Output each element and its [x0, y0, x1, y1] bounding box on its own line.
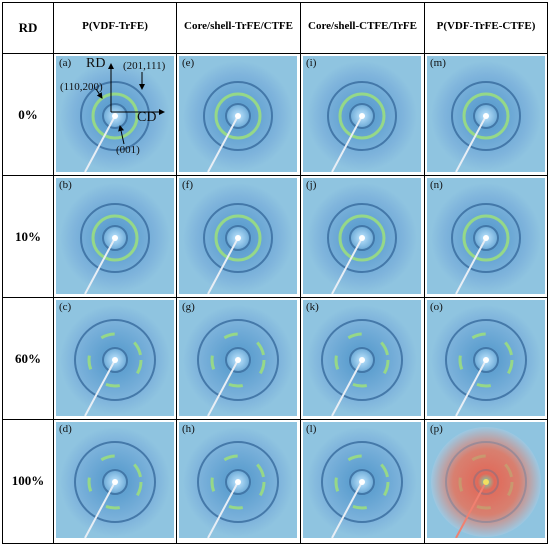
grid-line [424, 2, 425, 544]
diffraction-panel: (p) [427, 422, 545, 538]
header-col-3: Core/shell-CTFE/TrFE [308, 20, 417, 32]
panel-label: (b) [59, 179, 72, 191]
panel-label: (c) [59, 301, 72, 313]
row-label-0: 0% [18, 107, 38, 122]
grid-line [176, 2, 177, 544]
panel-label: (g) [182, 301, 195, 313]
grid-line [2, 2, 548, 3]
diffraction-panel: (n) [427, 178, 545, 294]
rd-axis-label: RD [86, 56, 106, 71]
panel-label: (j) [306, 179, 317, 191]
diffraction-panel: (h) [179, 422, 297, 538]
panel-label: (l) [306, 423, 317, 435]
panel-label: (h) [182, 423, 195, 435]
panel-label: (m) [430, 57, 446, 69]
row-label-2: 60% [15, 351, 41, 366]
grid-line [2, 2, 3, 544]
grid-line [53, 2, 54, 544]
grid-line [2, 175, 548, 176]
peak-110-arrow [95, 88, 103, 99]
peak-label-201-111: (201,111) [123, 60, 166, 72]
panel-label: (p) [430, 423, 443, 435]
diffraction-panel: (o) [427, 300, 545, 416]
diffraction-panel: (g) [179, 300, 297, 416]
diffraction-panel: (c) [56, 300, 174, 416]
panel-label: (a) [59, 57, 72, 69]
peak-label-110-200: (110,200) [60, 81, 103, 93]
header-rd: RD [18, 20, 38, 35]
header-col-2: Core/shell-TrFE/CTFE [184, 20, 293, 32]
panel-label: (k) [306, 301, 319, 313]
peak-label-001: (001) [116, 144, 140, 156]
row-label-1: 10% [15, 229, 41, 244]
diffraction-panel: (j) [303, 178, 421, 294]
grid-line [2, 53, 548, 54]
panel-label: (f) [182, 179, 193, 191]
peak-001-arrow [118, 125, 125, 145]
grid-line [300, 2, 301, 544]
diffraction-panel: (m) [427, 56, 545, 172]
grid-line [2, 543, 548, 544]
diffraction-panel: (l) [303, 422, 421, 538]
axis-arrows [95, 63, 165, 145]
grid-line [547, 2, 548, 544]
diffraction-panel: (e) [179, 56, 297, 172]
diffraction-panel: (k) [303, 300, 421, 416]
diffraction-panel: (i) [303, 56, 421, 172]
diffraction-panel: (d) [56, 422, 174, 538]
panel-label: (d) [59, 423, 72, 435]
cd-axis-label: CD [137, 110, 157, 125]
panel-label: (n) [430, 179, 443, 191]
diffraction-panel: (f) [179, 178, 297, 294]
panel-label: (e) [182, 57, 195, 69]
diffraction-panel: (b) [56, 178, 174, 294]
row-label-3: 100% [11, 473, 45, 488]
header-col-1: P(VDF-TrFE) [82, 20, 148, 32]
header-col-4: P(VDF-TrFE-CTFE) [436, 20, 536, 32]
grid-line [2, 419, 548, 420]
grid-line [2, 297, 548, 298]
panel-label: (o) [430, 301, 443, 313]
panel-label: (i) [306, 57, 317, 69]
